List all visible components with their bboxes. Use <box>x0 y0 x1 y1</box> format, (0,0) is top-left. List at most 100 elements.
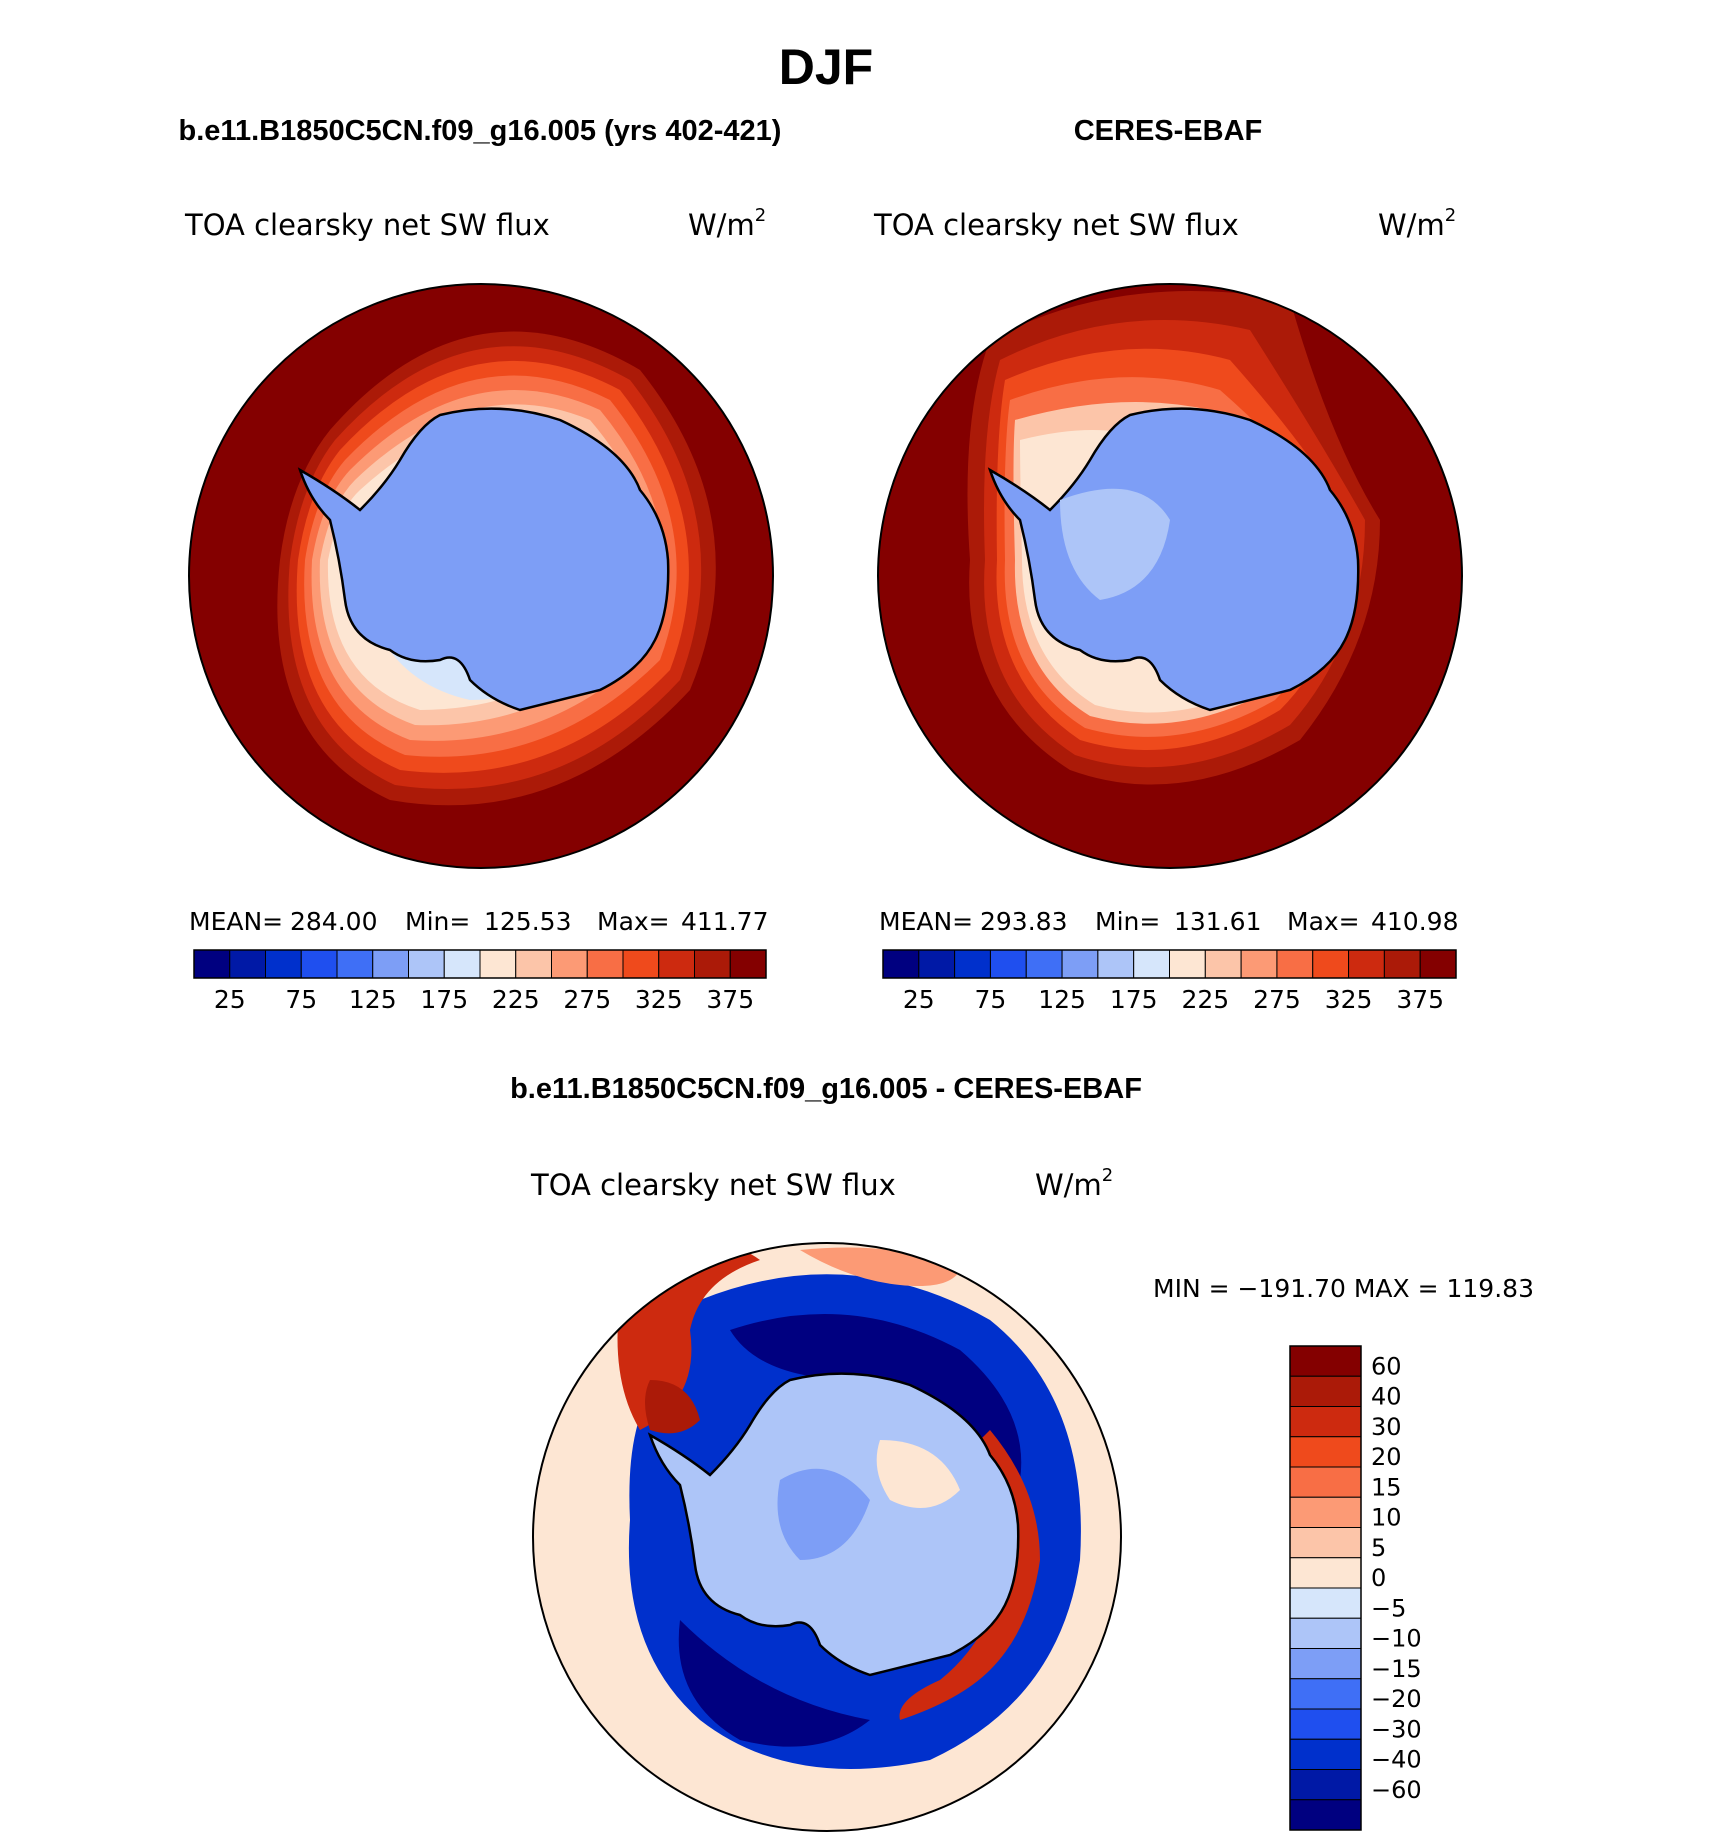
variable-label: TOA clearsky net SW flux <box>530 1168 896 1202</box>
colorbar-tick-label: 25 <box>903 985 935 1014</box>
colorbar-tick-label: 20 <box>1371 1443 1402 1471</box>
map-boundary <box>188 283 774 869</box>
antarctica <box>297 407 670 712</box>
colorbar-tick-label: 375 <box>706 985 754 1014</box>
colorbar-swatch <box>1169 949 1206 979</box>
max-label: Max= <box>1287 907 1360 936</box>
colorbar-swatch <box>1348 949 1385 979</box>
colorbar-swatch <box>1289 1708 1362 1740</box>
colorbar-tick-label: 15 <box>1371 1473 1402 1501</box>
min-label: Min= <box>1095 907 1160 936</box>
colorbar-swatch <box>989 949 1027 979</box>
mean-label: MEAN= <box>879 907 973 936</box>
colorbar-swatch <box>1289 1678 1362 1710</box>
colorbar-swatch <box>1289 1587 1362 1619</box>
colorbar-tick-label: 75 <box>285 985 317 1014</box>
colorbar-tick-label: 125 <box>349 985 397 1014</box>
colorbar-swatch <box>1276 949 1314 979</box>
mean-value: 284.00 <box>290 907 377 936</box>
colorbar-swatch <box>1383 949 1421 979</box>
colorbar-frame <box>1289 1345 1362 1831</box>
colorbar-tick-label: 275 <box>1253 985 1301 1014</box>
colorbar-swatch <box>408 949 445 979</box>
colorbar-tick-label: −10 <box>1371 1625 1422 1653</box>
colorbar-tick-label: −40 <box>1371 1746 1422 1774</box>
colorbar-tick-label: 40 <box>1371 1383 1402 1411</box>
colorbar-tick-label: 225 <box>1181 985 1229 1014</box>
colorbar-swatch <box>1289 1527 1362 1559</box>
min-value: 131.61 <box>1174 907 1261 936</box>
colorbar-tick-label: 225 <box>492 985 540 1014</box>
interior-patch <box>777 1468 870 1560</box>
colorbar-swatch <box>1289 1375 1362 1407</box>
colorbar-tick-label: −15 <box>1371 1655 1422 1683</box>
colorbar-tick-label: −20 <box>1371 1685 1422 1713</box>
antarctica <box>987 407 1360 712</box>
mean-value: 293.83 <box>980 907 1067 936</box>
colorbar-swatch <box>193 949 231 979</box>
mean-label: MEAN= <box>189 907 283 936</box>
colorbar-swatch <box>443 949 481 979</box>
colorbar-swatch <box>882 949 920 979</box>
units-exponent: 2 <box>755 205 766 226</box>
colorbar-swatch <box>336 949 374 979</box>
colorbar-swatch <box>1133 949 1170 979</box>
polar-map <box>878 284 1462 868</box>
colorbar-tick-label: 0 <box>1371 1564 1386 1592</box>
panel-title: b.e11.B1850C5CN.f09_g16.005 - CERES-EBAF <box>510 1073 1142 1105</box>
colorbar-tick-label: −30 <box>1371 1715 1422 1743</box>
colorbar-tick-label: 60 <box>1371 1352 1402 1380</box>
colorbar-tick-label: 275 <box>563 985 611 1014</box>
colorbar-swatch <box>1419 949 1457 979</box>
units-exponent: 2 <box>1445 205 1456 226</box>
colorbar-swatch <box>1240 949 1278 979</box>
colorbar-swatch <box>1289 1799 1362 1831</box>
page-title: DJF <box>779 39 873 95</box>
stats-line: MEAN= 293.83 Min= 131.61 Max= 410.98 <box>879 907 1458 936</box>
contour-band <box>645 1380 700 1434</box>
polar-map <box>189 284 773 868</box>
colorbar-tick-label: 175 <box>1110 985 1158 1014</box>
contour-band <box>730 1314 1022 1480</box>
polar-map <box>533 1243 1121 1831</box>
colorbar-tick-label: 175 <box>420 985 468 1014</box>
colorbar-swatch <box>372 949 409 979</box>
interior-patch <box>876 1440 960 1508</box>
colorbar-swatch <box>1097 949 1135 979</box>
colorbar-tick-label: 125 <box>1038 985 1086 1014</box>
colorbar-swatch <box>515 949 552 979</box>
colorbar-swatch <box>1204 949 1242 979</box>
colorbar-tick-label: −5 <box>1371 1594 1406 1622</box>
colorbar-swatch <box>1289 1738 1362 1770</box>
panel-model: b.e11.B1850C5CN.f09_g16.005 (yrs 402-421… <box>179 115 782 1014</box>
units-label: W/m2 <box>688 205 766 242</box>
colorbar-swatch <box>551 949 588 979</box>
colorbar-swatch <box>918 949 956 979</box>
units-base: W/m <box>1378 208 1445 242</box>
units-label: W/m2 <box>1035 1165 1113 1202</box>
colorbar-swatch <box>1289 1648 1362 1680</box>
map-boundary <box>877 283 1463 869</box>
colorbar-swatch <box>1312 949 1350 979</box>
min-value: 125.53 <box>484 907 571 936</box>
colorbar-swatch <box>586 949 624 979</box>
colorbar-swatch <box>229 949 266 979</box>
colorbar-swatch <box>1289 1466 1362 1498</box>
colorbar-swatch <box>729 949 767 979</box>
colorbar-swatch <box>694 949 731 979</box>
colorbar: 25 75 125 175 225 275 325 375 <box>882 949 1457 1014</box>
colorbar-tick-label: 375 <box>1396 985 1444 1014</box>
colorbar-swatch <box>1025 949 1063 979</box>
units-exponent: 2 <box>1102 1165 1113 1186</box>
interior-patch <box>1060 488 1170 600</box>
colorbar-tick-label: 75 <box>975 985 1007 1014</box>
colorbar-swatch <box>1061 949 1099 979</box>
colorbar-tick-label: 325 <box>635 985 683 1014</box>
stats-line: MEAN= 284.00 Min= 125.53 Max= 411.77 <box>189 907 768 936</box>
max-value: 410.98 <box>1371 907 1458 936</box>
colorbar-swatch <box>1289 1406 1362 1438</box>
units-base: W/m <box>688 208 755 242</box>
colorbar: 25 75 125 175 225 275 325 375 <box>193 949 767 1014</box>
colorbar-tick-label: 5 <box>1371 1534 1386 1562</box>
colorbar-swatch <box>622 949 660 979</box>
